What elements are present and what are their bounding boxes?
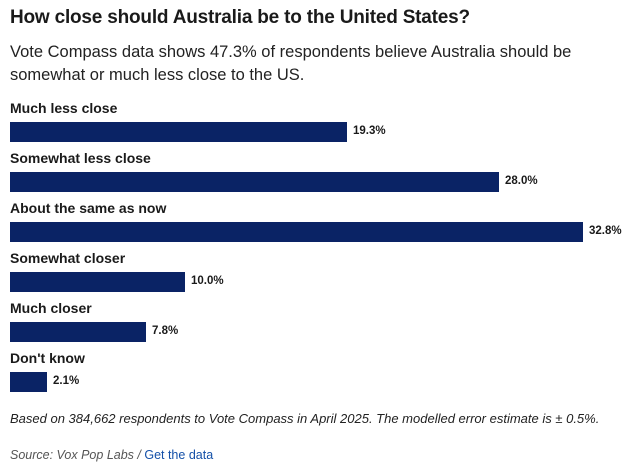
category-label: Somewhat less close bbox=[10, 150, 151, 166]
category-label: Don't know bbox=[10, 350, 85, 366]
chart-source: Source: Vox Pop Labs / Get the data bbox=[10, 448, 213, 462]
category-label: Much less close bbox=[10, 100, 118, 116]
bar-row: Somewhat closer 10.0% bbox=[10, 250, 625, 296]
bar-value-label: 7.8% bbox=[152, 325, 179, 337]
category-label: Much closer bbox=[10, 300, 92, 316]
bar-row: Much less close 19.3% bbox=[10, 100, 625, 146]
bar bbox=[10, 372, 47, 392]
bar-row: Somewhat less close 28.0% bbox=[10, 150, 625, 196]
source-text: Source: Vox Pop Labs / bbox=[10, 448, 145, 462]
bar-chart: Much less close 19.3% Somewhat less close 2… bbox=[10, 100, 625, 395]
category-label: About the same as now bbox=[10, 200, 167, 216]
chart-footnote: Based on 384,662 respondents to Vote Com… bbox=[10, 411, 600, 426]
bar-value-label: 10.0% bbox=[191, 275, 224, 287]
bar bbox=[10, 322, 146, 342]
bar-value-label: 32.8% bbox=[589, 225, 622, 237]
chart-subtitle: Vote Compass data shows 47.3% of respond… bbox=[10, 43, 572, 84]
bar bbox=[10, 272, 185, 292]
bar-value-label: 19.3% bbox=[353, 125, 386, 137]
bar bbox=[10, 222, 583, 242]
bar bbox=[10, 122, 347, 142]
bar bbox=[10, 172, 499, 192]
bar-value-label: 2.1% bbox=[53, 375, 80, 387]
bar-value-label: 28.0% bbox=[505, 175, 538, 187]
category-label: Somewhat closer bbox=[10, 250, 126, 266]
bar-row: Much closer 7.8% bbox=[10, 300, 625, 346]
chart-title: How close should Australia be to the Uni… bbox=[10, 7, 470, 28]
bar-row: About the same as now 32.8% bbox=[10, 200, 625, 246]
bar-row: Don't know 2.1% bbox=[10, 350, 625, 396]
get-the-data-link[interactable]: Get the data bbox=[144, 448, 214, 462]
